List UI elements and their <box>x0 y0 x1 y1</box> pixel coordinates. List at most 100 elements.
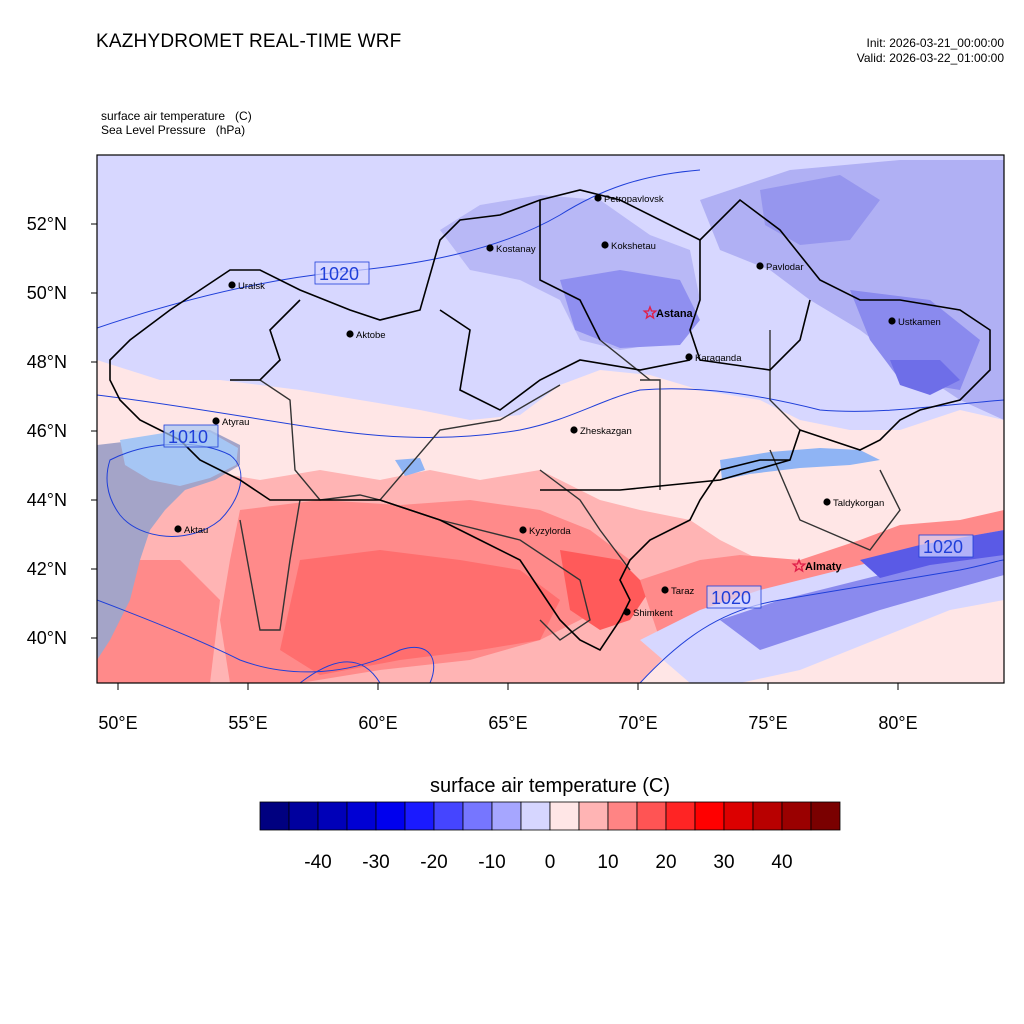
city-label: Uralsk <box>238 281 265 292</box>
colorbar-swatch <box>375 801 406 831</box>
isobar-label: 1010 <box>168 427 208 447</box>
isobar-label: 1020 <box>923 537 963 557</box>
city-dot-icon <box>601 241 609 249</box>
lat-label: 40°N <box>27 628 67 648</box>
init-time: Init: 2026-03-21_00:00:00 <box>866 36 1004 50</box>
colorbar-tick-label: 30 <box>713 852 734 873</box>
city-taldykorgan: Taldykorgan <box>823 498 884 509</box>
city-label: Aktau <box>184 525 208 536</box>
city-dot-icon <box>594 194 602 202</box>
lat-label: 42°N <box>27 559 67 579</box>
colorbar-tick-label: 20 <box>655 852 676 873</box>
colorbar-swatch <box>636 801 667 831</box>
colorbar-tick-label: -10 <box>478 852 505 873</box>
isobars <box>97 169 1004 683</box>
colorbar-swatch <box>810 801 841 831</box>
valid-time: Valid: 2026-03-22_01:00:00 <box>856 51 1004 65</box>
city-label: Petropavlovsk <box>604 194 664 205</box>
city-dot-icon <box>661 586 669 594</box>
city-kostanay: Kostanay <box>486 244 536 255</box>
isobar-labels: 1020 1010 1020 1020 <box>163 261 974 609</box>
city-dot-icon <box>212 417 220 425</box>
lat-label: 48°N <box>27 352 67 372</box>
city-shimkent: Shimkent <box>623 608 673 619</box>
colorbar-tick-label: -30 <box>362 852 389 873</box>
lat-label: 52°N <box>27 214 67 234</box>
run-info: Init: 2026-03-21_00:00:00 Valid: 2026-03… <box>857 36 1004 66</box>
city-aktau: Aktau <box>174 525 208 536</box>
colorbar-swatch <box>607 801 638 831</box>
colorbar-tick-label: 10 <box>597 852 618 873</box>
city-label: Astana <box>656 308 694 320</box>
colorbar-swatch <box>752 801 783 831</box>
colorbar-swatch <box>694 801 725 831</box>
city-label: Almaty <box>805 561 843 573</box>
colorbar-swatch <box>781 801 812 831</box>
colorbar-title: surface air temperature (C) <box>429 775 671 797</box>
map-title: KAZHYDROMET REAL-TIME WRF <box>96 31 402 52</box>
city-label: Atyrau <box>222 417 249 428</box>
city-atyrau: Atyrau <box>212 417 249 428</box>
star-icon <box>791 558 807 573</box>
temperature-field <box>97 155 1004 683</box>
colorbar-swatch <box>491 801 522 831</box>
city-label: Shimkent <box>633 608 673 619</box>
city-dot-icon <box>623 608 631 616</box>
colorbar-swatch <box>578 801 609 831</box>
city-dot-icon <box>685 353 693 361</box>
field-temperature: surface air temperature (C) <box>101 109 252 123</box>
lat-label: 50°N <box>27 283 67 303</box>
colorbar-tick-label: -40 <box>304 852 331 873</box>
colorbar-tick-label: 40 <box>771 852 792 873</box>
star-icon <box>642 305 658 320</box>
city-dot-icon <box>823 498 831 506</box>
colorbar-swatch <box>288 801 319 831</box>
colorbar-swatch <box>317 801 348 831</box>
city-dot-icon <box>486 244 494 252</box>
colorbar-tick-label: -20 <box>420 852 447 873</box>
country-border <box>109 189 991 652</box>
colorbar-swatch <box>404 801 435 831</box>
city-petropavlovsk: Petropavlovsk <box>594 194 664 205</box>
city-dot-icon <box>346 330 354 338</box>
city-pavlodar: Pavlodar <box>756 262 804 273</box>
city-kyzylorda: Kyzylorda <box>519 526 571 537</box>
city-label: Taraz <box>671 586 694 597</box>
colorbar-swatch <box>520 801 551 831</box>
city-zheskazgan: Zheskazgan <box>570 426 632 437</box>
city-kokshetau: Kokshetau <box>601 241 656 252</box>
lon-label: 80°E <box>878 713 917 733</box>
city-ustkamen: Ustkamen <box>888 317 941 328</box>
axis-ticks <box>91 223 899 690</box>
city-label: Kostanay <box>496 244 536 255</box>
city-dot-icon <box>519 526 527 534</box>
city-aktobe: Aktobe <box>346 330 386 341</box>
city-label: Karaganda <box>695 353 742 364</box>
lon-labels: 50°E 55°E 60°E 65°E 70°E 75°E 80°E <box>98 713 917 733</box>
isobar-label: 1020 <box>711 588 751 608</box>
city-label: Pavlodar <box>766 262 804 273</box>
city-karaganda: Karaganda <box>685 353 742 364</box>
isobar-label: 1020 <box>319 264 359 284</box>
city-dot-icon <box>174 525 182 533</box>
city-astana: Astana <box>642 305 694 320</box>
city-almaty: Almaty <box>791 558 843 573</box>
field-legend: surface air temperature (C) Sea Level Pr… <box>101 109 252 137</box>
lon-label: 55°E <box>228 713 267 733</box>
lon-label: 75°E <box>748 713 787 733</box>
city-label: Kokshetau <box>611 241 656 252</box>
city-label: Aktobe <box>356 330 386 341</box>
colorbar-swatch <box>665 801 696 831</box>
colorbar: -40 -30 -20 -10 0 10 20 30 40 <box>259 801 841 873</box>
city-dot-icon <box>756 262 764 270</box>
city-label: Kyzylorda <box>529 526 571 537</box>
city-taraz: Taraz <box>661 586 694 597</box>
city-uralsk: Uralsk <box>228 281 265 292</box>
colorbar-swatch <box>723 801 754 831</box>
city-label: Taldykorgan <box>833 498 884 509</box>
city-dot-icon <box>888 317 896 325</box>
lat-labels: 52°N 50°N 48°N 46°N 44°N 42°N 40°N <box>27 214 67 648</box>
city-label: Zheskazgan <box>580 426 632 437</box>
lon-label: 70°E <box>618 713 657 733</box>
